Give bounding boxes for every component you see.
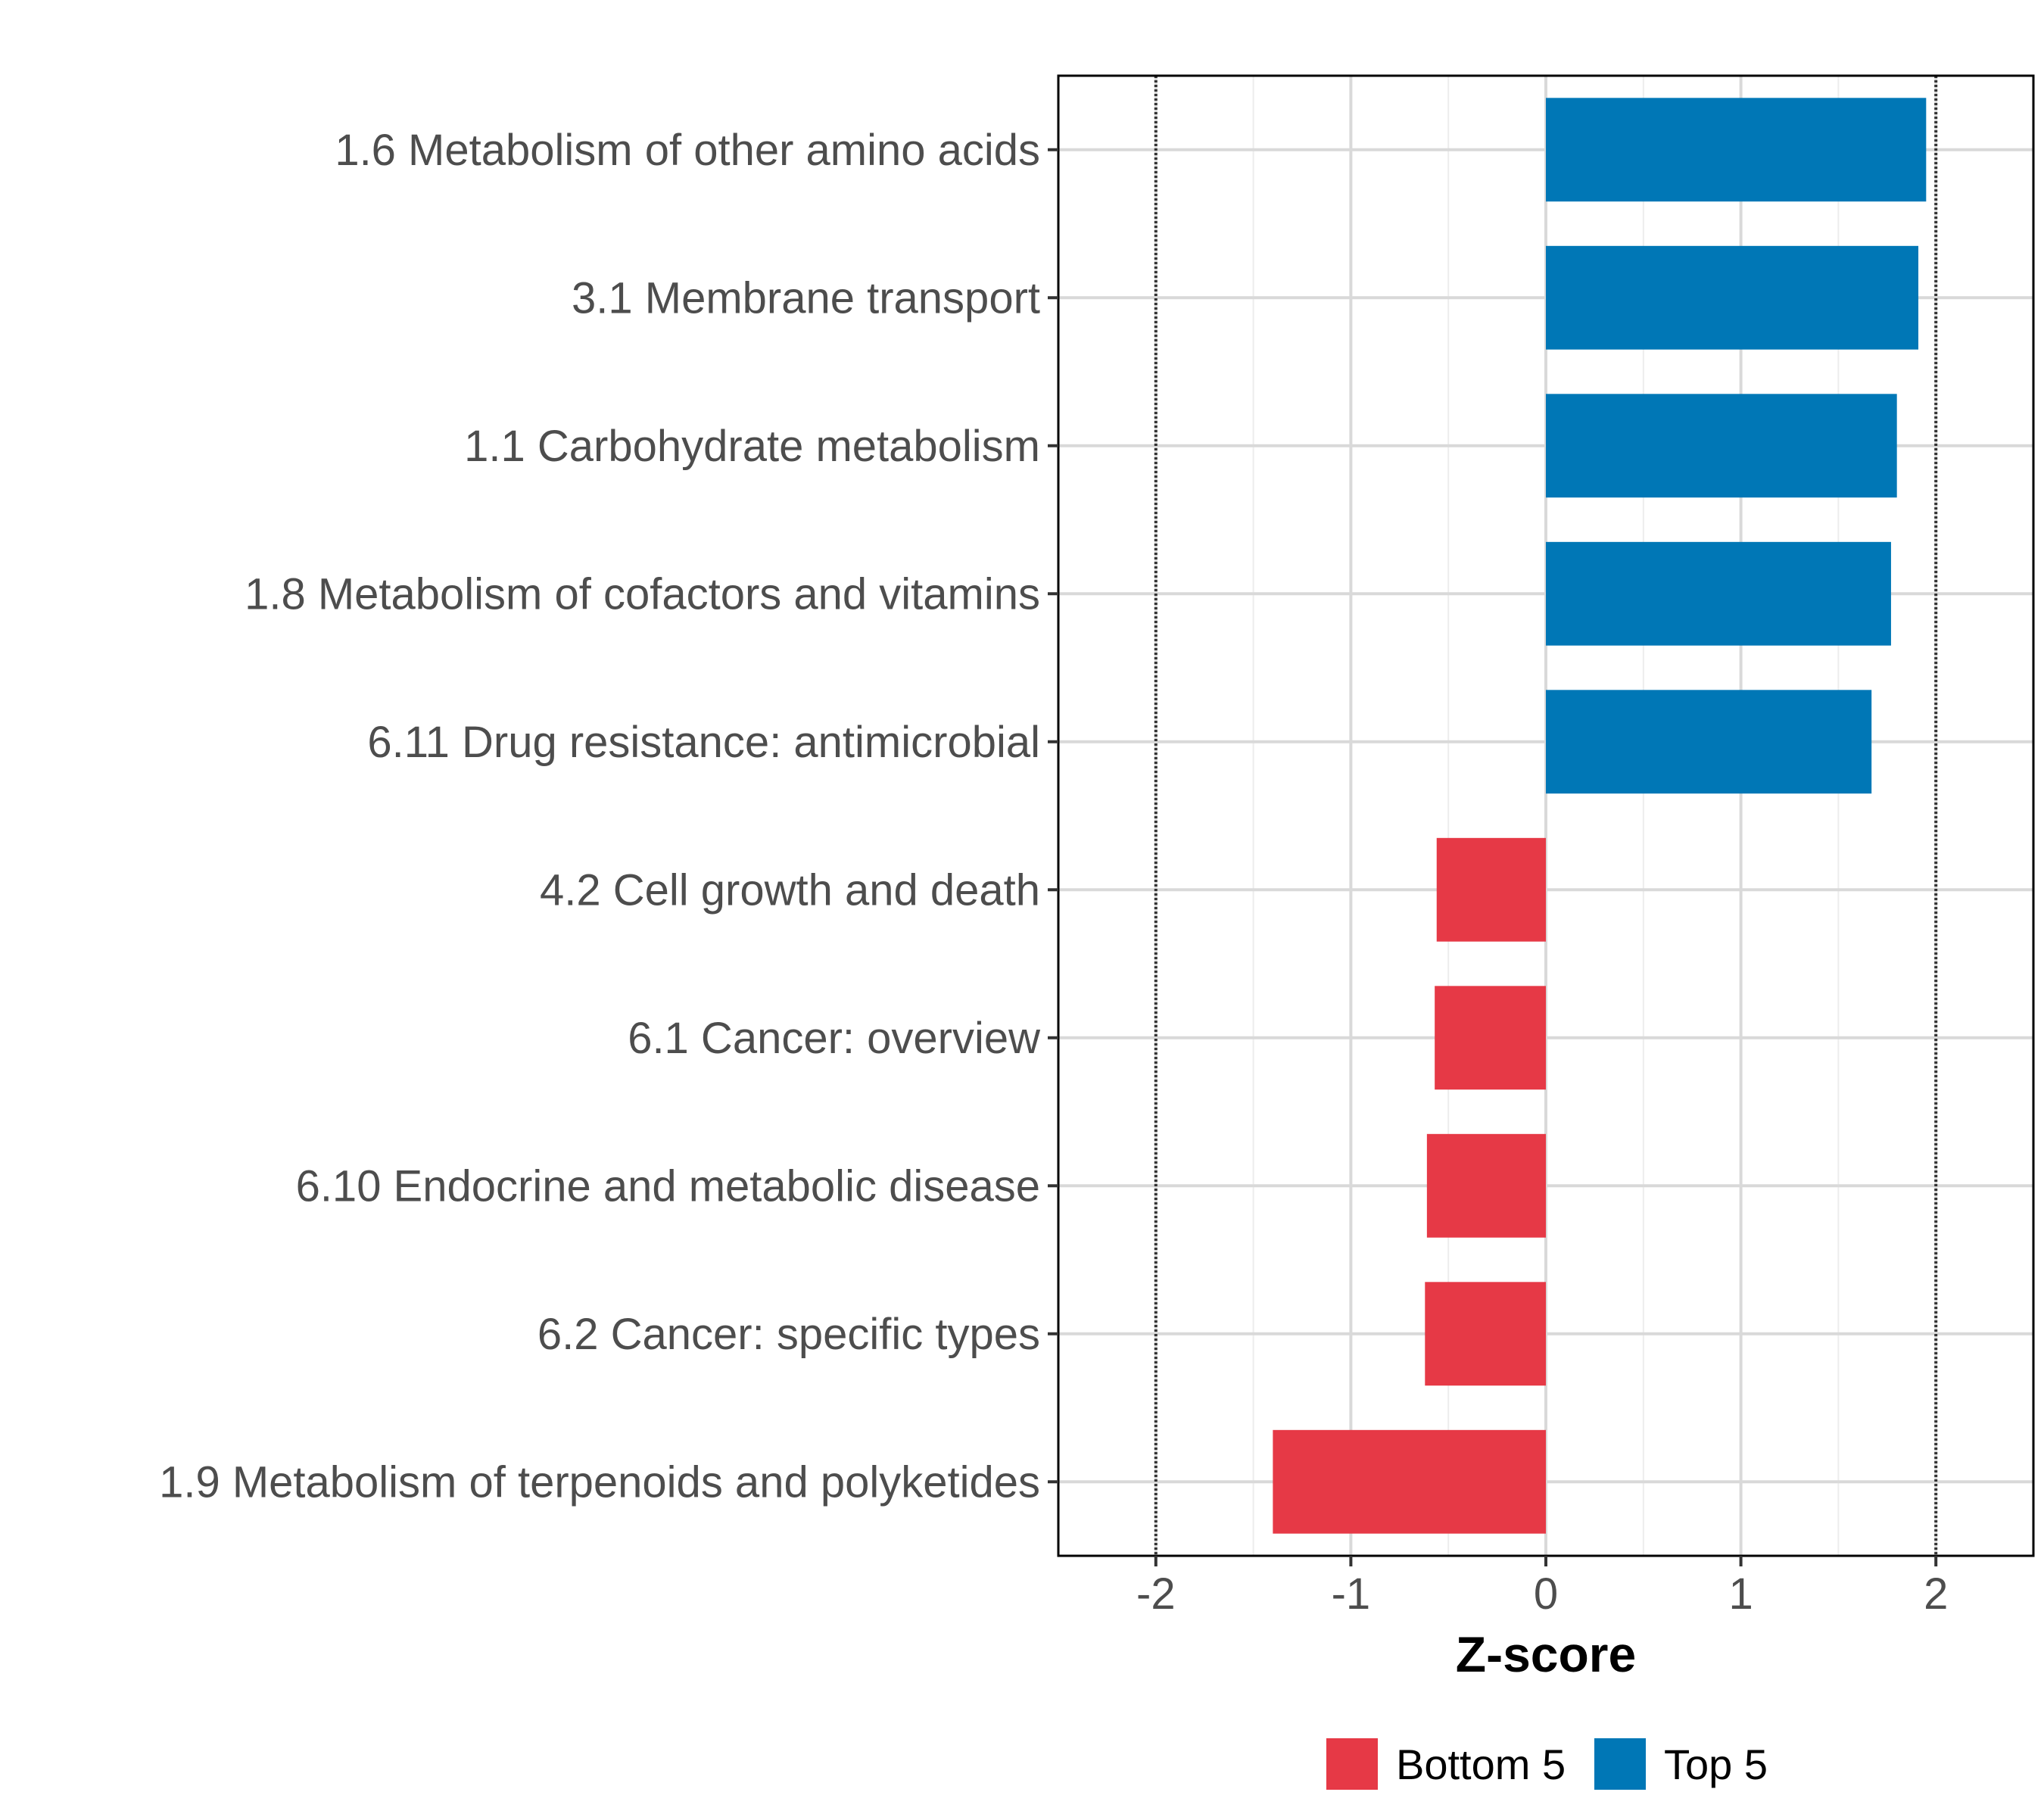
legend-label: Top 5 [1664,1741,1768,1788]
x-axis-title: Z-score [1456,1626,1636,1682]
y-axis-ticks [1048,148,1058,1484]
bar [1546,98,1927,202]
legend: Bottom 5 Top 5 [1326,1738,1768,1790]
x-tick-label: -1 [1332,1569,1371,1619]
y-tick-label: 1.1 Carbohydrate metabolism [464,422,1040,471]
x-tick-label: -2 [1136,1569,1176,1619]
y-axis-labels: 1.6 Metabolism of other amino acids 3.1 M… [159,126,1041,1507]
x-tick-label: 2 [1924,1569,1948,1619]
reference-lines [1154,76,1938,1556]
y-tick-label: 1.8 Metabolism of cofactors and vitamins [245,569,1040,619]
legend-key [1326,1738,1378,1790]
legend-label: Bottom 5 [1396,1741,1566,1788]
bars [1273,98,1927,1534]
bar [1546,394,1897,498]
y-tick-label: 6.1 Cancer: overview [628,1014,1041,1063]
x-axis-ticks [1154,1556,1938,1566]
bar [1273,1429,1546,1534]
y-tick-label: 3.1 Membrane transport [572,273,1040,323]
x-axis-labels: -2 -1 0 1 2 [1136,1569,1948,1619]
y-tick-label: 1.6 Metabolism of other amino acids [335,126,1040,175]
bar [1435,986,1546,1090]
x-tick-label: 0 [1534,1569,1558,1619]
x-tick-label: 1 [1728,1569,1753,1619]
y-tick-label: 4.2 Cell growth and death [540,865,1040,915]
bar [1546,541,1891,646]
y-tick-label: 1.9 Metabolism of terpenoids and polyket… [159,1457,1040,1507]
legend-key [1594,1738,1646,1790]
y-tick-label: 6.2 Cancer: specific types [537,1310,1040,1359]
bar [1425,1282,1546,1386]
y-tick-label: 6.11 Drug resistance: antimicrobial [367,718,1040,767]
bar [1436,837,1546,942]
y-tick-label: 6.10 Endocrine and metabolic disease [296,1161,1040,1211]
bar [1426,1133,1546,1238]
bar [1546,245,1919,350]
bar [1546,690,1872,794]
